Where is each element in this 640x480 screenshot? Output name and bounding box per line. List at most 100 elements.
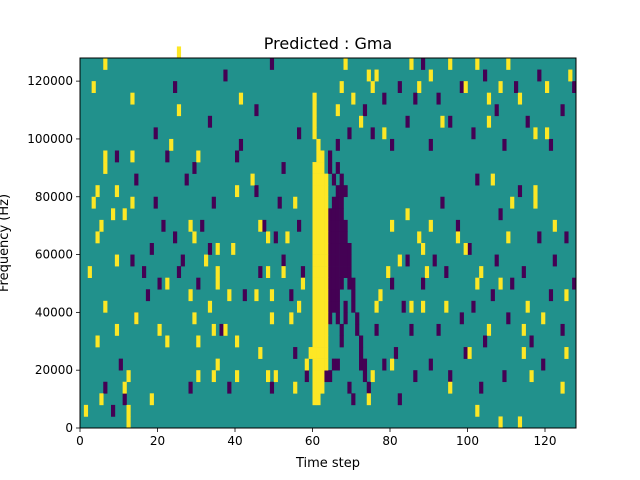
heatmap-cell-high [130, 92, 135, 105]
heatmap-cell-high [324, 231, 329, 244]
heatmap-cell-low [529, 335, 534, 348]
heatmap-cell-high [297, 300, 302, 313]
heatmap-cell-low [467, 243, 472, 255]
heatmap-cell-high [320, 162, 325, 174]
heatmap-cell-high [211, 370, 216, 383]
heatmap-cell-low [180, 254, 185, 267]
heatmap-cell-high [320, 277, 325, 290]
heatmap-cell-high [320, 173, 325, 186]
heatmap-cell-high [568, 69, 573, 82]
heatmap-cell-low [103, 381, 108, 394]
heatmap-cell-high [521, 323, 526, 336]
heatmap-cell-high [211, 323, 216, 336]
heatmap-cell-low [328, 231, 333, 244]
heatmap-cell-high [235, 370, 240, 383]
heatmap-cell-high [312, 393, 317, 406]
heatmap-cell-high [312, 219, 317, 232]
heatmap-cell-high [316, 173, 321, 186]
heatmap-cell-high [316, 289, 321, 302]
heatmap-cell-high [533, 127, 538, 140]
heatmap-cell-high [95, 231, 100, 244]
heatmap-cell-high [316, 335, 321, 348]
heatmap-cell-high [339, 81, 344, 93]
heatmap-cell-low [421, 277, 426, 290]
heatmap-cell-low [351, 300, 356, 313]
heatmap-cell-low [502, 138, 507, 151]
heatmap-cell-high [552, 219, 557, 232]
heatmap-cell-low [335, 243, 340, 255]
heatmap-cell-high [320, 300, 325, 313]
heatmap-cell-low [269, 58, 275, 70]
heatmap-cell-high [254, 289, 259, 302]
heatmap-cell-low [359, 347, 364, 359]
heatmap-cell-high [266, 370, 271, 383]
heatmap-cell-high [374, 69, 379, 82]
heatmap-cell-low [401, 300, 406, 313]
heatmap-cell-high [517, 92, 523, 105]
heatmap-cell-high [366, 69, 371, 82]
heatmap-cell-high [486, 115, 492, 128]
heatmap-cell-low [254, 104, 259, 117]
y-axis: 0 20000 40000 60000 80000 100000 120000 [27, 74, 80, 435]
heatmap-cell-low [331, 219, 337, 232]
heatmap-cell-low [463, 347, 468, 359]
heatmap-cell-high [258, 219, 263, 232]
heatmap-cell-high [324, 185, 329, 198]
heatmap-cell-high [103, 162, 108, 174]
heatmap-cell-low [335, 277, 340, 290]
heatmap-cell-high [428, 219, 433, 232]
heatmap-cell-low [242, 289, 247, 302]
heatmap-cell-low [335, 266, 340, 278]
heatmap-cell-high [126, 404, 131, 417]
heatmap-cell-high [165, 277, 170, 290]
heatmap-cell-low [343, 185, 348, 198]
heatmap-cell-low [331, 173, 337, 186]
heatmap-cell-low [339, 323, 344, 336]
heatmap-cell-high [320, 323, 325, 336]
heatmap-cell-high [475, 277, 480, 290]
heatmap-cell-low [483, 335, 488, 348]
heatmap-cell-high [545, 81, 550, 93]
heatmap-cell-low [157, 277, 162, 290]
heatmap-cell-low [405, 115, 410, 128]
heatmap-cell-low [211, 196, 216, 209]
heatmap-cell-high [324, 300, 329, 313]
heatmap-cell-high [320, 266, 325, 278]
heatmap-cell-high [421, 243, 426, 255]
x-tick-label: 80 [382, 434, 397, 448]
heatmap-cell-high [541, 312, 546, 325]
heatmap-cell-high [324, 289, 329, 302]
heatmap-cells [83, 46, 577, 429]
heatmap-cell-high [289, 312, 294, 325]
heatmap-cell-high [444, 300, 449, 313]
heatmap-cell-low [397, 81, 402, 93]
heatmap-cell-high [130, 196, 135, 209]
heatmap-cell-low [281, 254, 286, 267]
heatmap-cell-high [122, 208, 127, 221]
heatmap-cell-low [541, 358, 546, 371]
heatmap-cell-high [188, 289, 193, 302]
heatmap-cell-high [390, 358, 395, 371]
heatmap-cell-low [343, 219, 348, 232]
heatmap-cell-high [196, 335, 201, 348]
heatmap-cell-low [347, 381, 352, 394]
heatmap-cell-low [343, 266, 348, 278]
heatmap-cell-high [320, 219, 325, 232]
heatmap-cell-high [99, 393, 104, 406]
heatmap-cell-high [382, 127, 387, 140]
heatmap-cell-high [525, 300, 530, 313]
heatmap-cell-low [351, 277, 356, 290]
heatmap-cell-high [564, 289, 569, 302]
x-tick-label: 100 [456, 434, 479, 448]
heatmap-cell-low [343, 254, 348, 267]
heatmap-cell-low [339, 231, 344, 244]
heatmap-cell-high [320, 381, 325, 394]
x-axis-label: Time step [295, 456, 360, 471]
heatmap-cell-low [339, 335, 344, 348]
heatmap-cell-high [320, 358, 325, 371]
heatmap-cell-low [331, 254, 337, 267]
heatmap-cell-low [351, 289, 356, 302]
heatmap-cell-high [176, 104, 182, 117]
heatmap-cell-high [463, 81, 468, 93]
heatmap-cell-high [312, 335, 317, 348]
